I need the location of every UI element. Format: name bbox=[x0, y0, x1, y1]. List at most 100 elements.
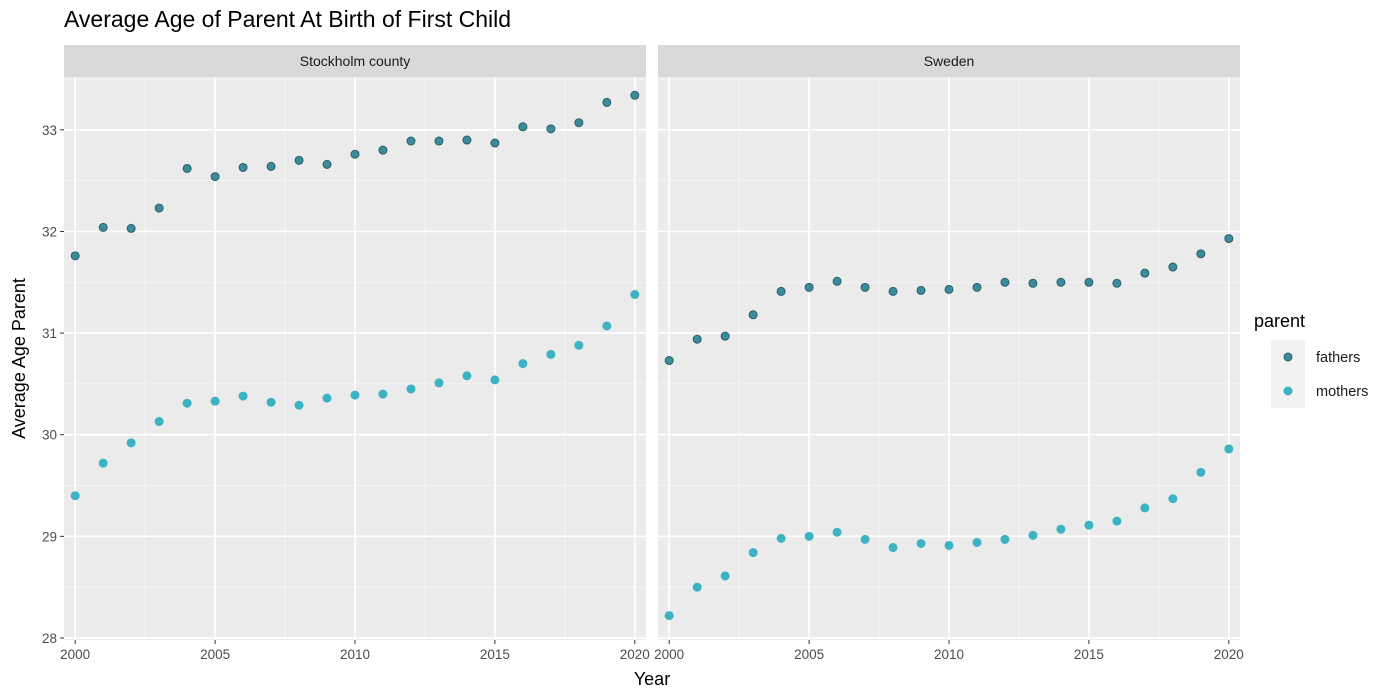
data-point-fathers bbox=[238, 162, 248, 172]
data-point-fathers bbox=[350, 149, 360, 159]
data-point-fathers bbox=[1140, 268, 1150, 278]
data-point-fathers bbox=[972, 282, 982, 292]
y-tick-label: 30 bbox=[42, 428, 57, 443]
data-point-mothers bbox=[294, 400, 304, 410]
data-point-mothers bbox=[888, 543, 898, 553]
data-point-fathers bbox=[776, 286, 786, 296]
data-point-mothers bbox=[98, 458, 108, 468]
x-tick-label: 2015 bbox=[480, 647, 510, 662]
legend-marker-fathers bbox=[1283, 352, 1293, 362]
data-point-fathers bbox=[630, 90, 640, 100]
data-point-mothers bbox=[154, 417, 164, 427]
data-point-mothers bbox=[944, 540, 954, 550]
data-point-mothers bbox=[546, 349, 556, 359]
data-point-fathers bbox=[154, 203, 164, 213]
data-point-mothers bbox=[1000, 534, 1010, 544]
x-tick-label: 2020 bbox=[620, 647, 650, 662]
facet-strip-label: Sweden bbox=[924, 53, 975, 69]
data-point-mothers bbox=[832, 527, 842, 537]
data-point-fathers bbox=[378, 145, 388, 155]
data-point-fathers bbox=[1028, 278, 1038, 288]
legend-label-mothers: mothers bbox=[1316, 384, 1368, 400]
y-tick-label: 31 bbox=[42, 326, 57, 341]
x-tick-label: 2005 bbox=[200, 647, 230, 662]
data-point-fathers bbox=[574, 118, 584, 128]
data-point-fathers bbox=[916, 285, 926, 295]
data-point-fathers bbox=[182, 163, 192, 173]
data-point-mothers bbox=[916, 538, 926, 548]
data-point-mothers bbox=[748, 548, 758, 558]
facet-strip bbox=[658, 45, 1240, 77]
data-point-mothers bbox=[462, 371, 472, 381]
data-point-fathers bbox=[518, 122, 528, 132]
data-point-fathers bbox=[1112, 278, 1122, 288]
data-point-mothers bbox=[350, 390, 360, 400]
data-point-mothers bbox=[574, 340, 584, 350]
data-point-fathers bbox=[664, 356, 674, 366]
data-point-fathers bbox=[944, 284, 954, 294]
data-point-mothers bbox=[434, 378, 444, 388]
data-point-fathers bbox=[748, 310, 758, 320]
data-point-fathers bbox=[294, 155, 304, 165]
data-point-fathers bbox=[692, 334, 702, 344]
data-point-mothers bbox=[1028, 530, 1038, 540]
data-point-mothers bbox=[210, 396, 220, 406]
y-axis-title: Average Age Parent bbox=[9, 278, 29, 439]
data-point-mothers bbox=[1084, 520, 1094, 530]
data-point-fathers bbox=[1224, 234, 1234, 244]
data-point-fathers bbox=[860, 282, 870, 292]
data-point-mothers bbox=[602, 321, 612, 331]
data-point-fathers bbox=[888, 286, 898, 296]
x-tick-label: 2010 bbox=[340, 647, 370, 662]
x-tick-label: 2000 bbox=[60, 647, 90, 662]
data-point-fathers bbox=[406, 136, 416, 146]
data-point-mothers bbox=[1196, 467, 1206, 477]
data-point-mothers bbox=[378, 389, 388, 399]
data-point-mothers bbox=[720, 571, 730, 581]
data-point-mothers bbox=[126, 438, 136, 448]
data-point-fathers bbox=[720, 331, 730, 341]
legend-label-fathers: fathers bbox=[1316, 350, 1360, 366]
data-point-mothers bbox=[406, 384, 416, 394]
data-point-fathers bbox=[462, 135, 472, 145]
data-point-fathers bbox=[1056, 277, 1066, 287]
data-point-fathers bbox=[804, 282, 814, 292]
data-point-fathers bbox=[832, 276, 842, 286]
data-point-mothers bbox=[1168, 494, 1178, 504]
y-tick-label: 33 bbox=[42, 123, 57, 138]
facet-strip-label: Stockholm county bbox=[300, 53, 411, 69]
data-point-fathers bbox=[266, 161, 276, 171]
data-point-mothers bbox=[1112, 516, 1122, 526]
data-point-fathers bbox=[490, 138, 500, 148]
data-point-mothers bbox=[1056, 524, 1066, 534]
data-point-mothers bbox=[70, 491, 80, 501]
data-point-mothers bbox=[238, 391, 248, 401]
data-point-mothers bbox=[692, 582, 702, 592]
data-point-fathers bbox=[210, 172, 220, 182]
data-point-fathers bbox=[126, 223, 136, 233]
x-tick-label: 2010 bbox=[934, 647, 964, 662]
data-point-fathers bbox=[1000, 277, 1010, 287]
y-tick-label: 32 bbox=[42, 224, 57, 239]
data-point-fathers bbox=[546, 124, 556, 134]
data-point-mothers bbox=[1140, 503, 1150, 513]
data-point-fathers bbox=[1196, 249, 1206, 259]
data-point-mothers bbox=[1224, 444, 1234, 454]
data-point-mothers bbox=[860, 534, 870, 544]
y-tick-label: 29 bbox=[42, 529, 57, 544]
data-point-mothers bbox=[518, 359, 528, 369]
data-point-mothers bbox=[664, 611, 674, 621]
data-point-fathers bbox=[70, 251, 80, 261]
x-axis-title: Year bbox=[634, 669, 670, 689]
data-point-mothers bbox=[972, 537, 982, 547]
data-point-mothers bbox=[490, 375, 500, 385]
data-point-mothers bbox=[266, 397, 276, 407]
chart-title: Average Age of Parent At Birth of First … bbox=[64, 6, 512, 32]
data-point-fathers bbox=[1168, 262, 1178, 272]
x-tick-label: 2000 bbox=[654, 647, 684, 662]
data-point-fathers bbox=[602, 97, 612, 107]
data-point-mothers bbox=[182, 398, 192, 408]
x-tick-label: 2015 bbox=[1074, 647, 1104, 662]
x-tick-label: 2020 bbox=[1214, 647, 1244, 662]
